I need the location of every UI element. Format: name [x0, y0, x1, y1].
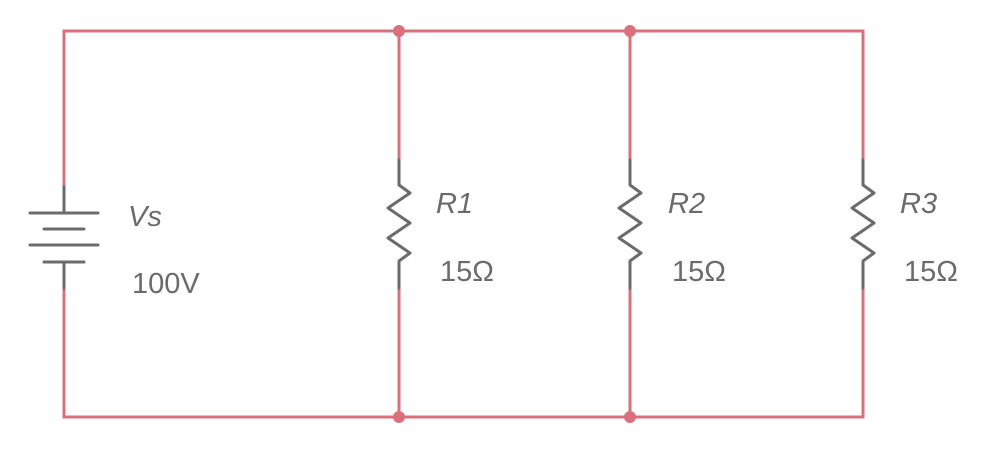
junction-node	[624, 411, 636, 423]
dc-voltage-source-icon	[28, 185, 100, 290]
resistor-icon	[617, 158, 643, 290]
junction-node	[393, 25, 405, 37]
source-name-label: Vs	[128, 201, 162, 233]
resistor-icon	[850, 158, 876, 290]
junction-node	[624, 25, 636, 37]
junction-node	[393, 411, 405, 423]
r2-value-label: 15Ω	[672, 256, 726, 288]
r3-name-label: R3	[900, 188, 937, 220]
junction-nodes	[393, 25, 636, 423]
wires	[62, 29, 865, 419]
resistor-icon	[386, 158, 412, 290]
source-value-label: 100V	[132, 268, 200, 300]
r2-name-label: R2	[668, 188, 705, 220]
r1-name-label: R1	[436, 188, 473, 220]
r1-value-label: 15Ω	[440, 256, 494, 288]
r3-value-label: 15Ω	[904, 256, 958, 288]
